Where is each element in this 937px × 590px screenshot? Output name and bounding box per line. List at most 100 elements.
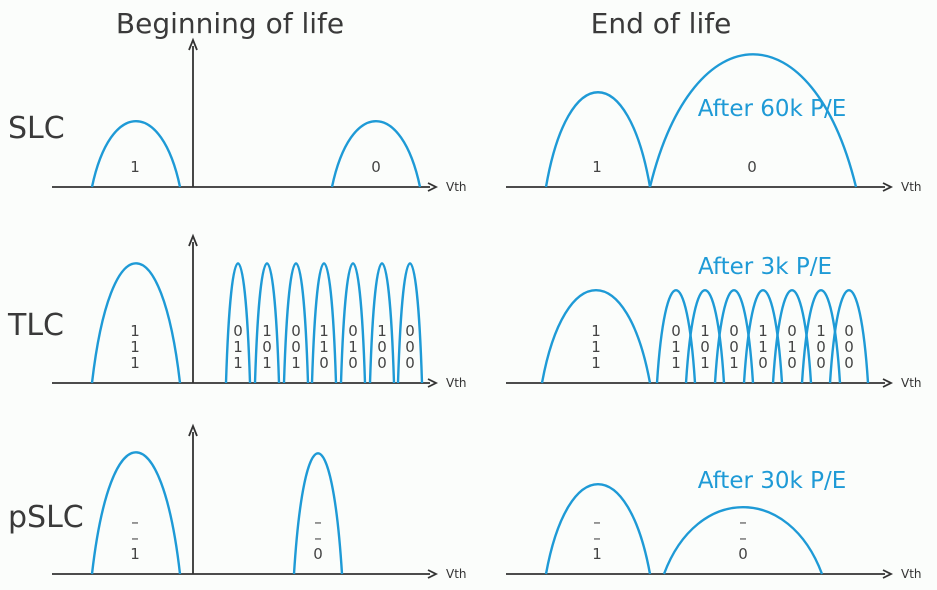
- state-bit-label: 1: [700, 322, 710, 340]
- panel-slc-eol: Vth After 60k P/E 1 0: [506, 53, 922, 194]
- state-bit-label: 1: [816, 322, 826, 340]
- vth-axis-arrowhead: [427, 378, 439, 388]
- state-bit-label: 1: [591, 338, 601, 356]
- state-distribution-curve: [90, 451, 182, 575]
- state-bit-label: 0: [313, 545, 323, 563]
- state-bit-label: 1: [319, 322, 329, 340]
- state-bit-label: 0: [747, 158, 757, 176]
- state-bit-label: 0: [816, 354, 826, 372]
- state-bit-label: 1: [130, 354, 140, 372]
- state-bit-label: 1: [758, 322, 768, 340]
- state-bit-label: –: [314, 529, 322, 547]
- vth-axis-arrowhead: [882, 569, 894, 579]
- state-bit-label: 0: [844, 338, 854, 356]
- state-distribution-curve: [90, 262, 182, 384]
- state-bit-label: 0: [291, 322, 301, 340]
- state-bit-label: 0: [262, 338, 272, 356]
- state-distribution-curve: [540, 289, 652, 384]
- state-bit-label: 1: [377, 322, 387, 340]
- state-distribution-curve: [253, 262, 281, 384]
- state-distribution-curve: [800, 289, 842, 384]
- state-bit-label: 1: [233, 354, 243, 372]
- column-title-end: End of life: [591, 7, 732, 40]
- state-distribution-curve: [224, 262, 252, 384]
- state-bit-label: 1: [592, 545, 602, 563]
- vth-axis-label: Vth: [446, 567, 467, 581]
- state-bit-label: –: [131, 529, 139, 547]
- row-label-tlc: TLC: [7, 308, 64, 343]
- vth-axis-label: Vth: [901, 180, 922, 194]
- state-bit-label: 1: [262, 354, 272, 372]
- state-bit-label: 1: [130, 158, 140, 176]
- state-bit-label: 0: [319, 354, 329, 372]
- state-bit-label: 1: [130, 338, 140, 356]
- vertical-axis-arrowhead: [188, 233, 198, 247]
- state-bit-label: 1: [671, 354, 681, 372]
- state-bit-label: 1: [787, 338, 797, 356]
- vth-axis-label: Vth: [901, 567, 922, 581]
- state-bit-label: 0: [700, 338, 710, 356]
- state-bit-label: 1: [291, 354, 301, 372]
- state-distribution-curve: [655, 289, 697, 384]
- wear-note: After 30k P/E: [698, 468, 847, 494]
- column-title-beginning: Beginning of life: [116, 7, 344, 40]
- state-bit-label: 0: [671, 322, 681, 340]
- state-distribution-curve: [310, 262, 338, 384]
- panel-slc-bol: Vth 1 0: [52, 37, 467, 194]
- state-bit-label: –: [593, 513, 601, 531]
- state-distribution-curve: [662, 506, 824, 575]
- state-bit-label: 0: [377, 354, 387, 372]
- state-bit-label: 1: [319, 338, 329, 356]
- state-bit-label: 0: [844, 322, 854, 340]
- state-bit-label: 1: [233, 338, 243, 356]
- state-bit-label: 0: [729, 322, 739, 340]
- state-bit-label: 1: [262, 322, 272, 340]
- state-distribution-curve: [396, 262, 424, 384]
- vth-axis-arrowhead: [882, 378, 894, 388]
- state-bit-label: 1: [130, 545, 140, 563]
- state-distribution-curve: [684, 289, 726, 384]
- state-distribution-curve: [828, 289, 870, 384]
- state-bit-label: –: [739, 529, 747, 547]
- state-bit-label: –: [314, 513, 322, 531]
- state-distribution-curve: [330, 119, 422, 188]
- state-bit-label: 1: [729, 354, 739, 372]
- state-bit-label: 1: [700, 354, 710, 372]
- state-bit-label: 0: [405, 338, 415, 356]
- state-bit-label: 0: [405, 322, 415, 340]
- state-bit-label: 0: [291, 338, 301, 356]
- state-distribution-curve: [90, 119, 182, 188]
- state-bit-label: 0: [787, 322, 797, 340]
- state-distribution-curve: [544, 91, 652, 188]
- vth-axis-label: Vth: [446, 180, 467, 194]
- state-bit-label: 1: [671, 338, 681, 356]
- state-bit-label: 0: [729, 338, 739, 356]
- state-bit-label: 0: [844, 354, 854, 372]
- state-bit-label: 1: [758, 338, 768, 356]
- state-distribution-curve: [368, 262, 396, 384]
- state-bit-label: 1: [130, 322, 140, 340]
- row-label-slc: SLC: [8, 111, 65, 146]
- state-distribution-curve: [742, 289, 784, 384]
- state-bit-label: 1: [591, 354, 601, 372]
- state-bit-label: 0: [377, 338, 387, 356]
- state-bit-label: 0: [348, 354, 358, 372]
- state-bit-label: 0: [758, 354, 768, 372]
- state-distribution-curve: [771, 289, 813, 384]
- vth-axis-arrowhead: [882, 182, 894, 192]
- wear-note: After 3k P/E: [698, 254, 832, 280]
- state-bit-label: –: [131, 513, 139, 531]
- state-distribution-curve: [648, 53, 858, 188]
- state-bit-label: 0: [738, 545, 748, 563]
- state-bit-label: 1: [592, 158, 602, 176]
- vth-axis-arrowhead: [427, 569, 439, 579]
- vertical-axis-arrowhead: [188, 37, 198, 51]
- state-distribution-curve: [713, 289, 755, 384]
- state-bit-label: 0: [233, 322, 243, 340]
- state-bit-label: 0: [348, 322, 358, 340]
- state-distribution-curve: [292, 452, 344, 575]
